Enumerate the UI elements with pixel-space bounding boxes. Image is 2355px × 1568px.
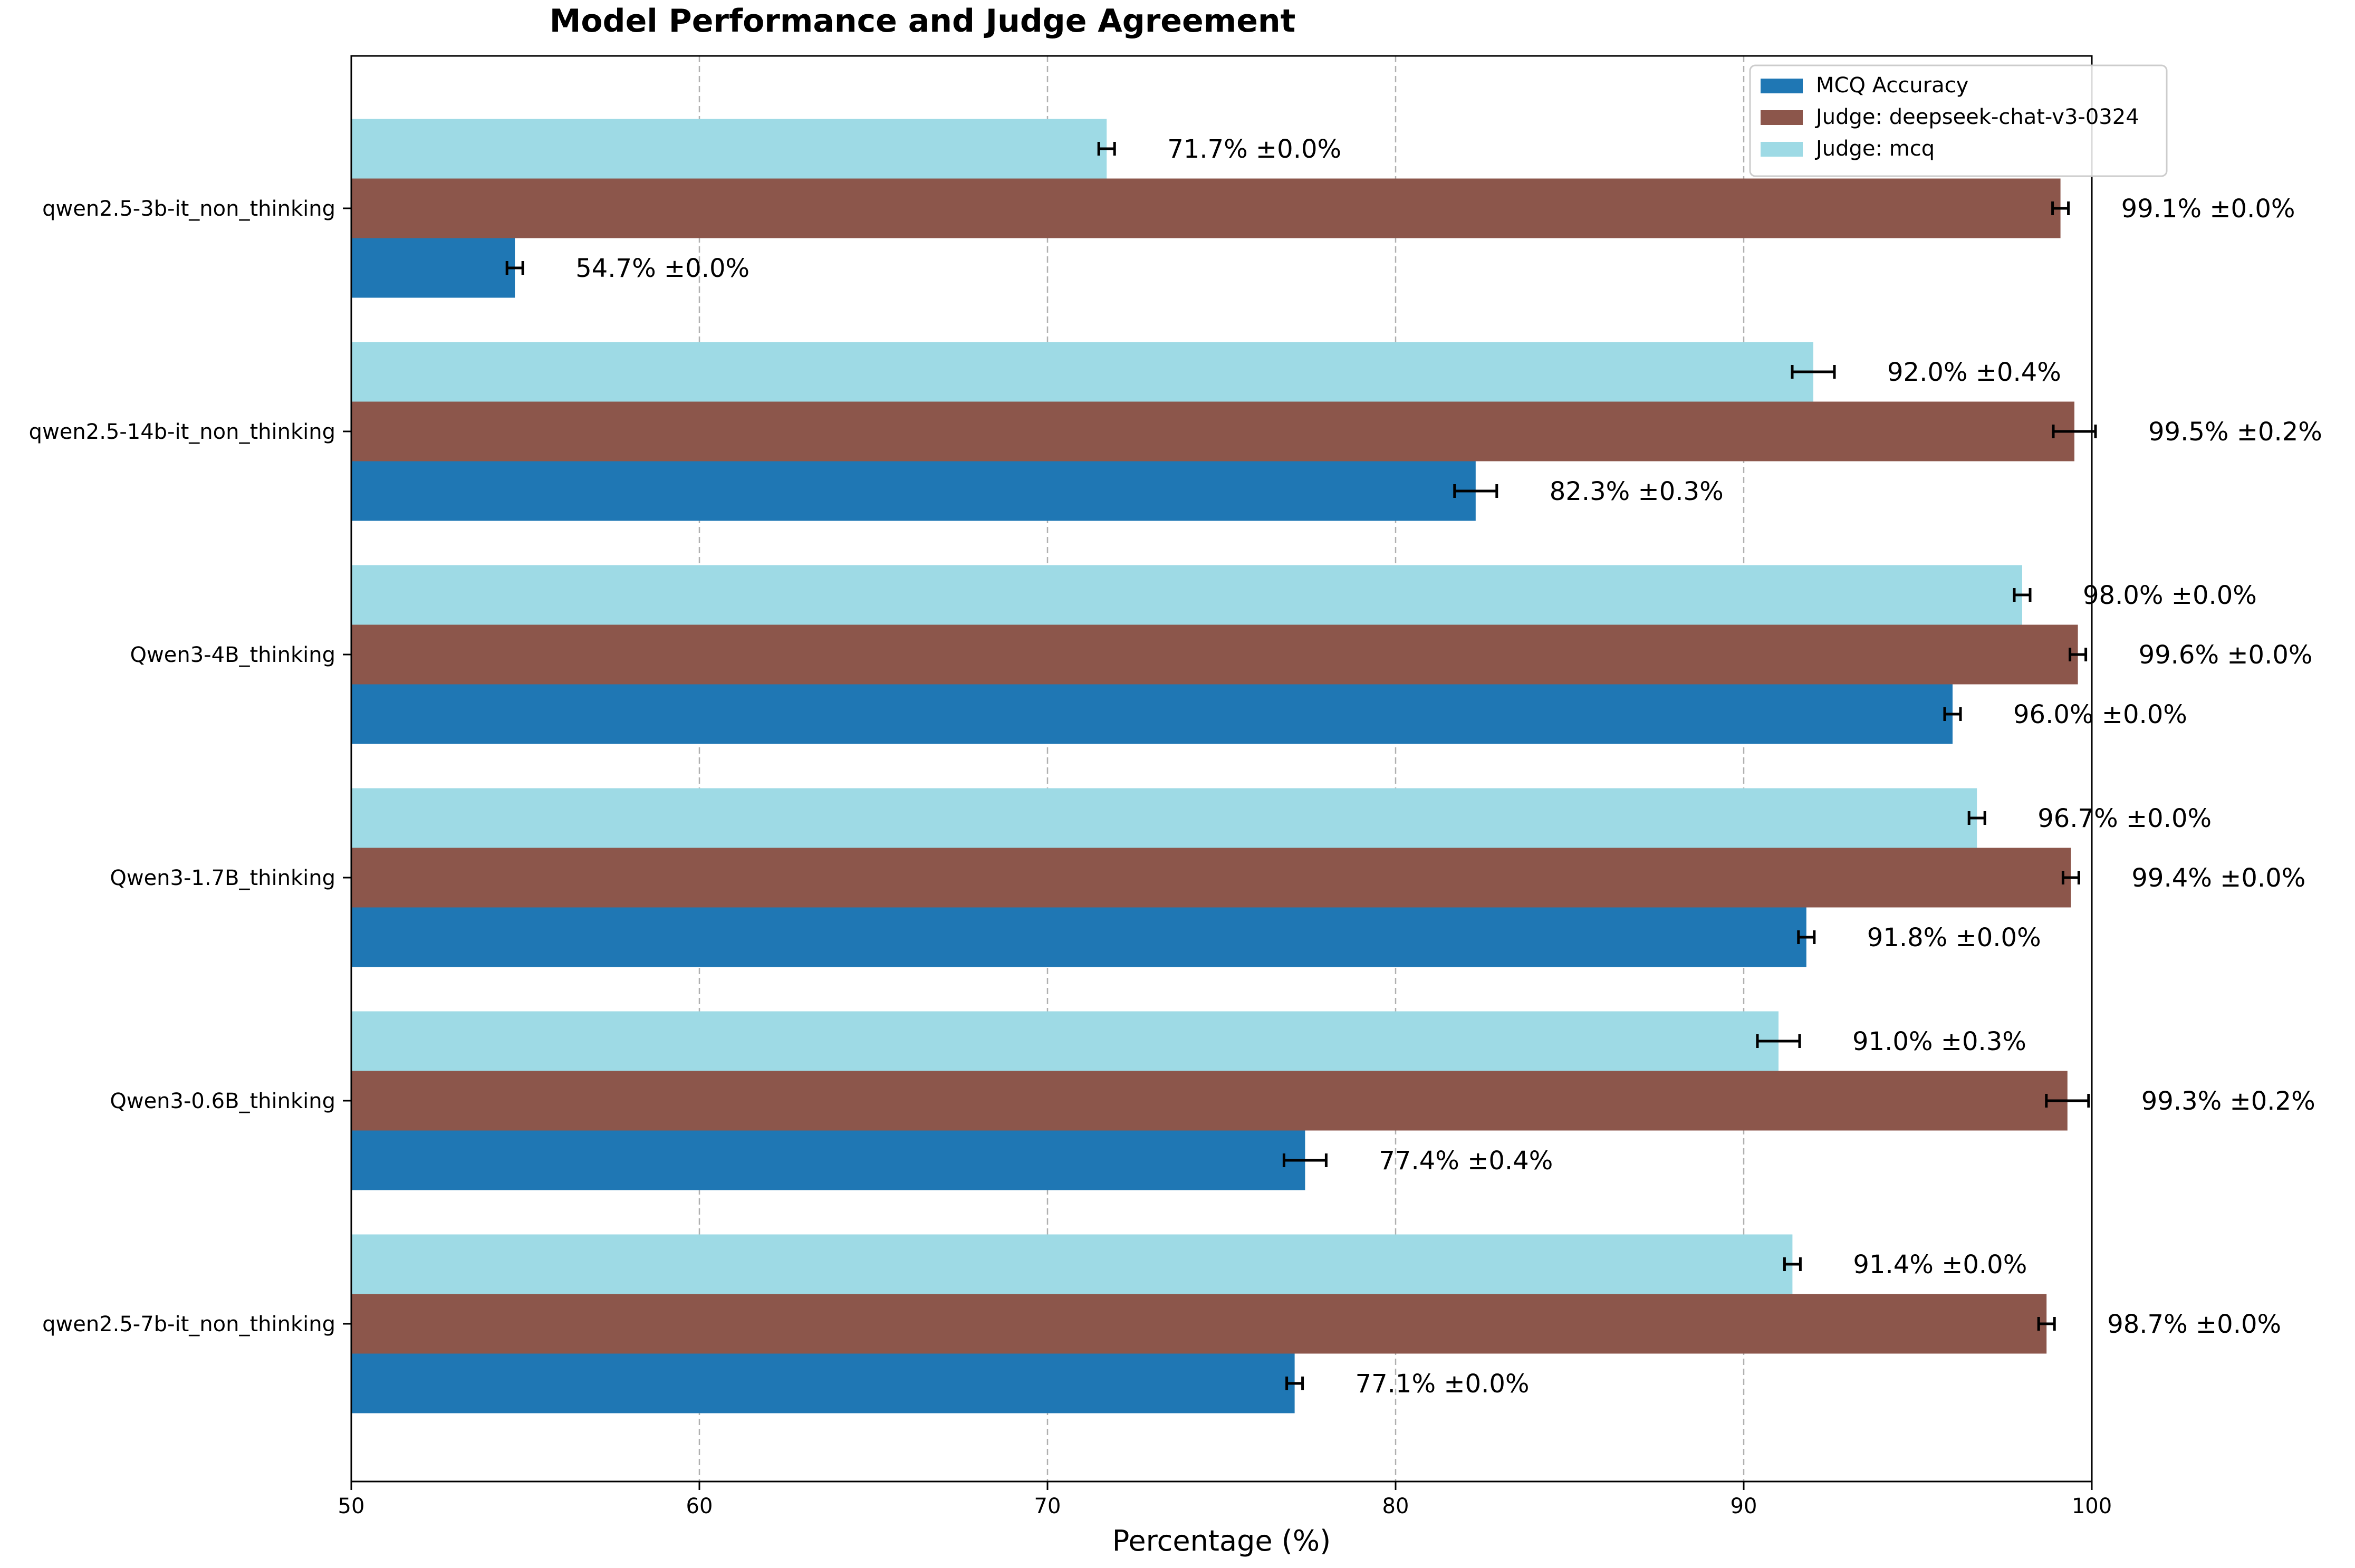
data-label: 82.3% ±0.3%	[1550, 477, 1724, 506]
y-tick-label: Qwen3-0.6B_thinking	[110, 1089, 335, 1113]
error-bar	[505, 261, 524, 275]
error-bar	[1967, 811, 1986, 825]
legend-entry: MCQ Accuracy	[1816, 73, 1968, 98]
x-tick-label: 100	[2072, 1494, 2112, 1518]
error-bar	[2045, 1094, 2090, 1108]
error-bar	[2069, 648, 2088, 661]
bar	[351, 1294, 2047, 1354]
bar	[351, 401, 2074, 461]
legend: MCQ Accuracy Judge: deepseek-chat-v3-0324…	[1749, 64, 2168, 177]
data-label: 98.7% ±0.0%	[2107, 1310, 2281, 1339]
data-label: 91.0% ±0.3%	[1852, 1027, 2026, 1056]
error-bar	[2052, 425, 2097, 438]
data-label: 91.8% ±0.0%	[1867, 923, 2041, 953]
bar	[351, 238, 515, 298]
plot-frame	[350, 55, 2093, 1483]
data-label: 99.4% ±0.0%	[2131, 863, 2305, 893]
axes: 50 60 70 80 90 100 qwen2.5-7b-it_non_thinking Q…	[29, 197, 2112, 1518]
data-label: 71.7% ±0.0%	[1167, 134, 1341, 164]
bar	[351, 178, 2061, 238]
bar	[351, 119, 1107, 179]
chart-title: Model Performance and Judge Agreement	[550, 3, 1296, 40]
data-label: 99.6% ±0.0%	[2139, 640, 2313, 670]
error-bar	[1453, 484, 1498, 498]
value-labels: 77.1% ±0.0% 77.4% ±0.4% 91.8% ±0.0% 96.0% ±…	[575, 134, 2322, 1399]
legend-swatch	[1761, 110, 1803, 125]
error-bar	[1791, 365, 1836, 379]
x-tick-label: 50	[338, 1494, 365, 1518]
data-label: 99.5% ±0.2%	[2148, 417, 2322, 447]
legend-box	[1749, 64, 2168, 177]
error-bar	[1783, 1257, 1802, 1271]
bar	[351, 1234, 1793, 1294]
bar	[351, 565, 2022, 625]
y-tick-label: Qwen3-1.7B_thinking	[110, 866, 335, 890]
legend-swatch	[1761, 79, 1803, 93]
data-label: 77.1% ±0.0%	[1356, 1369, 1530, 1399]
y-tick-label: Qwen3-4B_thinking	[130, 643, 335, 667]
data-label: 96.0% ±0.0%	[2013, 700, 2187, 729]
bars	[351, 119, 2078, 1413]
x-tick-label: 80	[1382, 1494, 1409, 1518]
y-tick-label: qwen2.5-3b-it_non_thinking	[42, 197, 335, 221]
error-bar	[1797, 930, 1816, 944]
data-label: 99.1% ±0.0%	[2121, 194, 2295, 224]
data-label: 91.4% ±0.0%	[1853, 1250, 2027, 1280]
data-label: 77.4% ±0.4%	[1379, 1146, 1553, 1176]
data-label: 99.3% ±0.2%	[2141, 1086, 2315, 1116]
data-label: 54.7% ±0.0%	[575, 254, 749, 283]
error-bar	[2013, 588, 2032, 602]
bar	[351, 1130, 1305, 1190]
error-bar	[2061, 871, 2080, 884]
legend-entry: Judge: deepseek-chat-v3-0324	[1814, 105, 2139, 129]
x-tick-label: 70	[1034, 1494, 1061, 1518]
bar	[351, 624, 2078, 685]
y-tick-label: qwen2.5-14b-it_non_thinking	[29, 420, 335, 444]
x-tick-label: 90	[1731, 1494, 1757, 1518]
bar	[351, 1071, 2068, 1131]
bar	[351, 1353, 1295, 1413]
data-label: 96.7% ±0.0%	[2037, 804, 2212, 833]
error-bar	[1943, 707, 1962, 721]
error-bar	[1285, 1377, 1304, 1390]
y-tick-label: qwen2.5-7b-it_non_thinking	[42, 1312, 335, 1336]
bar	[351, 907, 1806, 967]
x-axis-label: Percentage (%)	[1112, 1524, 1331, 1557]
error-bar	[1756, 1034, 1801, 1048]
error-bars	[505, 142, 2097, 1390]
bar	[351, 461, 1476, 521]
error-bar	[1282, 1153, 1328, 1167]
error-bar	[2051, 201, 2070, 215]
legend-swatch	[1761, 142, 1803, 157]
legend-entry: Judge: mcq	[1814, 137, 1935, 161]
bar	[351, 342, 1813, 402]
bar	[351, 1011, 1779, 1071]
data-label: 98.0% ±0.0%	[2083, 581, 2257, 610]
bar	[351, 848, 2071, 908]
error-bar	[2037, 1317, 2056, 1331]
error-bar	[1097, 142, 1116, 156]
bar	[351, 788, 1977, 848]
bar	[351, 684, 1953, 744]
data-label: 92.0% ±0.4%	[1887, 358, 2061, 387]
x-tick-label: 60	[686, 1494, 713, 1518]
